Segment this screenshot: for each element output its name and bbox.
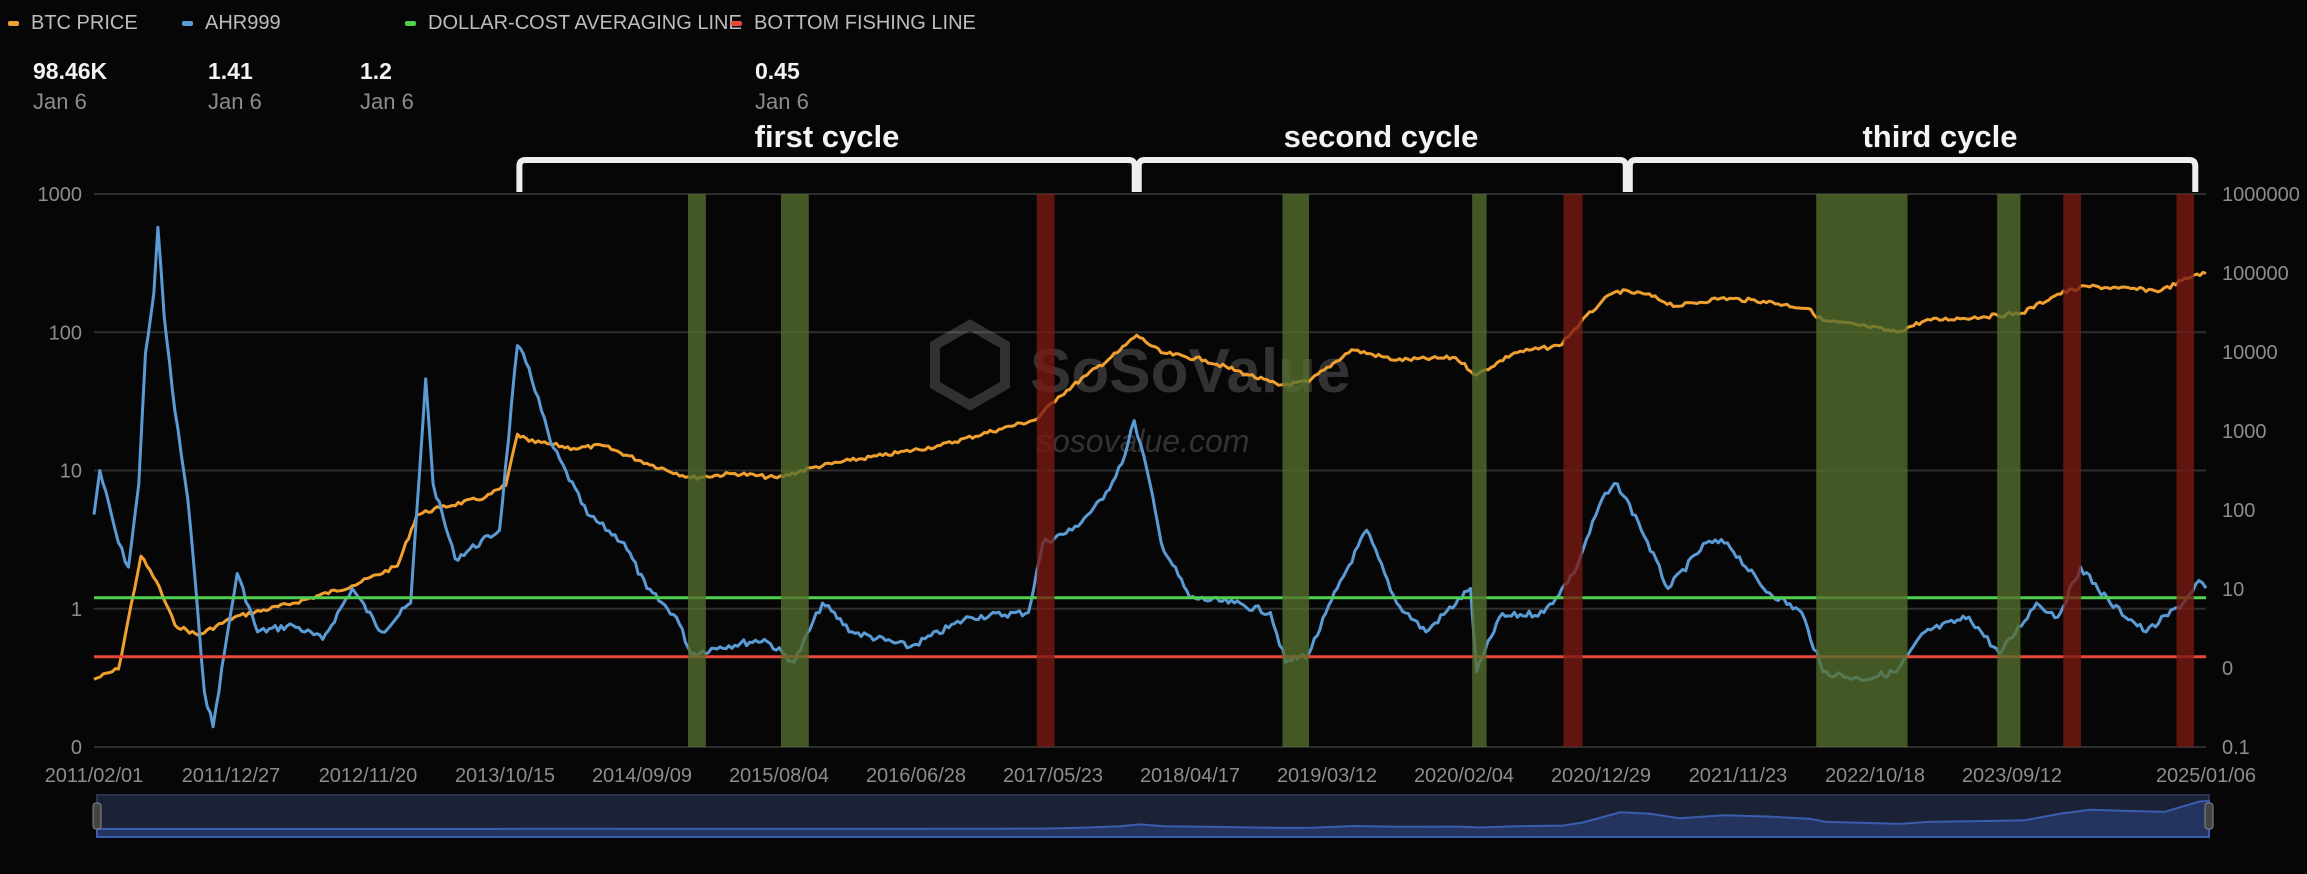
y-right-tick-label: 1000000 (2222, 184, 2300, 206)
y-right-tick-label: 0.1 (2222, 737, 2250, 759)
x-tick-label: 2017/05/23 (1003, 765, 1103, 787)
dca-line-date: Jan 6 (360, 89, 414, 114)
navigator-series-area (96, 799, 2210, 838)
legend-label: AHR999 (205, 12, 281, 34)
ahr999-date: Jan 6 (208, 89, 262, 114)
x-tick-label: 2016/06/28 (866, 765, 966, 787)
y-left-tick-label: 1000 (38, 184, 83, 206)
legend-label: BOTTOM FISHING LINE (754, 12, 976, 34)
legend-swatch-icon (8, 21, 19, 26)
x-tick-label: 2023/09/12 (1962, 765, 2062, 787)
sosovalue-logo-icon (930, 319, 1010, 411)
legend-swatch-icon (731, 21, 742, 26)
band-red (1036, 194, 1055, 747)
band-green (688, 194, 706, 747)
legend-item-dca-line[interactable]: DOLLAR-COST AVERAGING LINE (405, 12, 742, 35)
legend-swatch-icon (405, 21, 416, 26)
legend-swatch-icon (182, 21, 193, 26)
x-tick-label: 2011/02/01 (45, 765, 144, 787)
y-left-tick-label: 0 (71, 737, 82, 759)
x-tick-label: 2020/02/04 (1414, 765, 1514, 787)
x-tick-label: 2025/01/06 (2156, 765, 2256, 787)
x-tick-label: 2018/04/17 (1140, 765, 1240, 787)
cycle-bracket (1626, 157, 2199, 192)
y-left-tick-label: 10 (60, 461, 82, 483)
y-right-tick-label: 100 (2222, 500, 2255, 522)
cycle-bracket (516, 157, 1138, 192)
y-right-tick-label: 100000 (2222, 263, 2289, 285)
y-right-tick-label: 10000 (2222, 342, 2278, 364)
x-tick-label: 2013/10/15 (455, 765, 555, 787)
btc-price-value: 98.46K (33, 58, 108, 84)
annotation-first-cycle: first cycle (754, 119, 900, 154)
band-green (1997, 194, 2021, 747)
x-tick-label: 2019/03/12 (1277, 765, 1377, 787)
y-right-tick-label: 1000 (2222, 421, 2267, 443)
x-tick-label: 2020/12/29 (1551, 765, 1651, 787)
legend-item-ahr999[interactable]: AHR999 (182, 12, 281, 35)
y-right-tick-label: 0 (2222, 658, 2233, 680)
x-tick-label: 2015/08/04 (729, 765, 829, 787)
band-red (2176, 194, 2194, 747)
y-right-tick-label: 10 (2222, 579, 2244, 601)
legend-item-bottom-fishing-line[interactable]: BOTTOM FISHING LINE (731, 12, 976, 35)
legend-label: BTC PRICE (31, 12, 138, 34)
y-left-tick-label: 100 (49, 322, 82, 344)
cycle-bracket (1135, 157, 1629, 192)
navigator-right-handle[interactable] (2204, 802, 2214, 830)
band-green (1282, 194, 1309, 747)
x-tick-label: 2011/12/27 (182, 765, 281, 787)
band-green (780, 194, 809, 747)
bottom-fishing-value: 0.45 (755, 58, 800, 84)
annotation-third-cycle: third cycle (1862, 119, 2018, 154)
band-green (1816, 194, 1908, 747)
band-red (2063, 194, 2082, 747)
btc-price-date: Jan 6 (33, 89, 87, 114)
y-left-tick-label: 1 (71, 599, 82, 621)
x-tick-label: 2022/10/18 (1825, 765, 1925, 787)
band-red (1563, 194, 1583, 747)
x-tick-label: 2012/11/20 (319, 765, 418, 787)
legend-item-btc-price[interactable]: BTC PRICE (8, 12, 138, 35)
ahr999-value: 1.41 (208, 58, 253, 84)
annotation-second-cycle: second cycle (1283, 119, 1479, 154)
x-tick-label: 2021/11/23 (1689, 765, 1788, 787)
band-green (1472, 194, 1487, 747)
x-tick-label: 2014/09/09 (592, 765, 692, 787)
navigator-left-handle[interactable] (92, 802, 102, 830)
bottom-fishing-date: Jan 6 (755, 89, 809, 114)
dca-line-value: 1.2 (360, 58, 392, 84)
legend-label: DOLLAR-COST AVERAGING LINE (428, 12, 742, 34)
